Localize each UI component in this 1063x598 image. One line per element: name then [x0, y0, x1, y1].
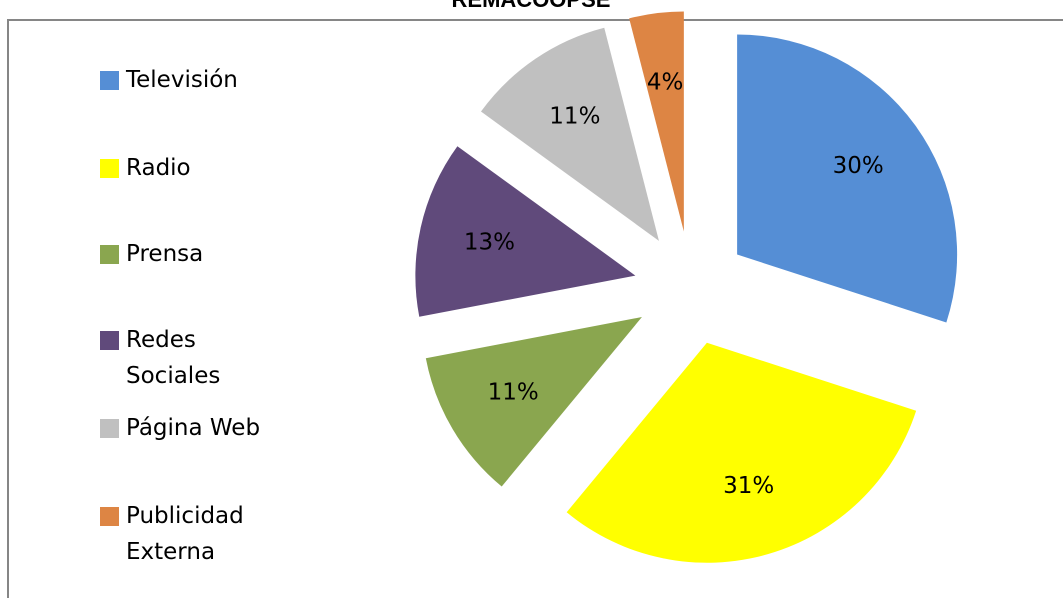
legend-label: Publicidad Externa	[126, 503, 244, 565]
legend-swatch	[100, 507, 119, 526]
pie-slice	[480, 27, 659, 241]
data-label: 11%	[549, 104, 600, 130]
legend-swatch	[100, 419, 119, 438]
pie-slice	[425, 317, 642, 487]
legend-label: Redes Sociales	[126, 327, 221, 389]
pie: 30% 31% 11% 13% 11% 4%	[415, 11, 958, 563]
data-label: 4%	[647, 70, 684, 96]
legend-item: Radio	[100, 150, 290, 186]
data-label: 31%	[723, 473, 774, 499]
pie-slice	[566, 342, 917, 563]
legend-label: Prensa	[126, 241, 204, 267]
legend-swatch	[100, 71, 119, 90]
legend-item: Redes Sociales	[100, 322, 290, 394]
pie-slice	[737, 34, 958, 323]
legend-label: Radio	[126, 155, 191, 181]
data-label: 13%	[464, 229, 515, 255]
data-label: 11%	[488, 380, 539, 406]
chart-title: REMACOOPSE	[452, 0, 611, 12]
legend-swatch	[100, 245, 119, 264]
legend-swatch	[100, 159, 119, 178]
pie-slice	[629, 11, 684, 232]
legend-item: Página Web	[100, 410, 290, 446]
data-label: 30%	[833, 153, 884, 179]
legend-item: Prensa	[100, 236, 290, 272]
legend-item: Televisión	[100, 62, 290, 98]
legend-label: Página Web	[126, 415, 261, 441]
legend-label: Televisión	[126, 67, 238, 93]
legend-swatch	[100, 331, 119, 350]
legend-item: Publicidad Externa	[100, 498, 290, 570]
pie-slice	[415, 146, 636, 317]
